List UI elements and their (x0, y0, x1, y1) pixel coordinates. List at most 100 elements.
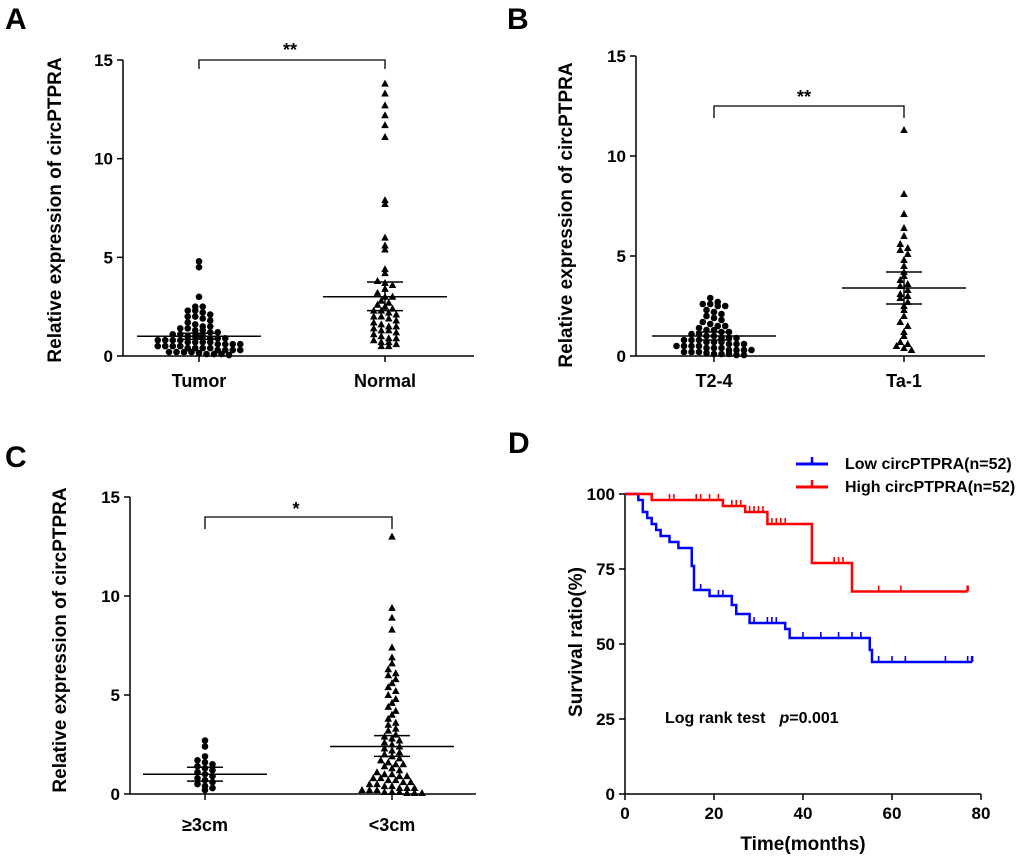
panel-c-data-point (391, 694, 400, 702)
panel-b-data-point (900, 312, 908, 319)
legend-label-low: Low circPTPRA(n=52) (845, 456, 1012, 473)
panel-a-data-point (206, 311, 214, 318)
panel-c-data-point (380, 770, 389, 778)
panel-c-data-point (384, 720, 393, 728)
panel-a-data-point (381, 233, 389, 241)
panel-c-data-point (391, 706, 400, 714)
panel-a-data-point (377, 342, 386, 350)
panel-a-data-point (199, 344, 207, 352)
panel-a-data-point (191, 321, 199, 328)
panel-a-data-point (176, 342, 184, 350)
panel-a-data-point (206, 338, 214, 346)
panel-b-data-point (718, 344, 725, 352)
panel-c-data-point (391, 687, 400, 695)
panel-a-data-point (384, 338, 393, 346)
panel-a-data-point (381, 121, 389, 129)
panel-a-data-point (384, 334, 393, 342)
panel-c-data-point (388, 698, 396, 706)
panel-a-data-point (229, 346, 237, 354)
panel-b-y-axis-label: Relative expression of circPTPRA (556, 62, 577, 367)
panel-letter-d: D (508, 427, 530, 460)
panel-c-data-point (373, 786, 381, 794)
panel-a-data-point (384, 314, 393, 322)
panel-b-data-point (896, 246, 905, 253)
legend-label-high: High circPTPRA(n=52) (845, 479, 1015, 496)
panel-c-data-point (388, 603, 396, 611)
panel-a-data-point (188, 348, 195, 356)
panel-a-data-point (369, 324, 378, 332)
panel-c-data-point (380, 782, 389, 790)
panel-a-data-point (377, 338, 386, 346)
panel-c-data-point (418, 789, 426, 797)
panel-b-data-point (680, 348, 688, 356)
panel-b-data-point (714, 302, 722, 310)
panel-c-data-point (201, 743, 209, 750)
panel-d-logrank-annotation: Log rank test p=0.001 (665, 710, 839, 727)
panel-b-data-point (900, 332, 908, 339)
panel-c-data-point (209, 761, 216, 768)
panel-a-data-point (206, 323, 214, 330)
panel-c: C Relative expression of circPTPRA * ≥3c… (5, 441, 476, 835)
panel-c-data-point (395, 766, 404, 774)
panel-b-data-point (733, 351, 740, 359)
panel-b-data-point (900, 210, 908, 217)
panel-c-data-point (410, 784, 419, 792)
panel-d-x-axis-label: Time(months) (740, 834, 865, 855)
panel-c-data-point (391, 718, 400, 726)
panel-c-category-label: <3cm (369, 815, 416, 835)
panel-a-data-point (176, 325, 184, 332)
panel-a: A Relative expression of circPTPRA ** Tu… (5, 3, 474, 391)
panel-a-y-tick-label: 0 (104, 347, 113, 366)
panel-a-data-point (154, 342, 162, 350)
panel-a-data-point (191, 313, 199, 320)
panel-b-data-point (907, 346, 916, 353)
panel-a-data-point (199, 327, 207, 334)
panel-d-y-tick-label: 0 (606, 785, 615, 804)
panel-a-y-tick-label: 15 (94, 51, 113, 70)
panel-b-data-point (900, 190, 908, 197)
panel-c-data-point (194, 780, 201, 788)
panel-b-data-point (706, 320, 714, 328)
panel-b-data-point (725, 350, 733, 358)
panel-a-data-point (191, 338, 199, 346)
panel-c-data-point (388, 770, 396, 778)
panel-c-data-point (395, 788, 404, 796)
panel-b-data-point (903, 286, 912, 293)
panel-a-data-point (236, 346, 244, 354)
panel-d-y-tick-label: 100 (587, 485, 615, 504)
panel-c-data-point (384, 683, 393, 691)
panel-b-data-point (721, 302, 729, 310)
panel-a-y-tick-label: 10 (94, 150, 113, 169)
panel-c-data-point (201, 753, 209, 760)
panel-a-y-tick-label: 5 (104, 248, 113, 267)
logrank-p-label: p (778, 710, 789, 727)
panel-b-data-point (900, 126, 908, 133)
panel-a-category-label: Normal (354, 371, 416, 391)
panel-b-data-point (673, 342, 680, 350)
panel-c-y-tick-label: 5 (111, 686, 120, 705)
panel-c-data-point (391, 760, 400, 768)
panel-b-y-tick-label: 10 (607, 147, 626, 166)
panel-a-data-point (381, 200, 389, 208)
panel-b-data-point (725, 340, 733, 348)
panel-a-data-point (384, 342, 393, 350)
panel-c-data-point (388, 653, 396, 661)
panel-a-data-point (381, 101, 389, 109)
panel-c-data-point (391, 669, 400, 677)
panel-a-data-point (229, 340, 237, 348)
panel-a-data-point (161, 342, 169, 350)
panel-a-data-point (388, 280, 397, 288)
panel-b-category-label: Ta-1 (886, 371, 922, 391)
panel-a-data-point (384, 308, 393, 316)
panel-b-data-point (900, 328, 908, 335)
panel-a-data-point (184, 325, 192, 332)
panel-c-significance: * (292, 499, 299, 519)
panel-a-data-point (184, 319, 192, 326)
panel-a-data-point (180, 348, 188, 356)
panel-a-data-point (154, 336, 162, 344)
panel-c-data-point (391, 675, 400, 683)
panel-b-data-point (900, 344, 908, 351)
panel-a-data-point (392, 316, 401, 324)
panel-a-data-point (392, 334, 401, 342)
